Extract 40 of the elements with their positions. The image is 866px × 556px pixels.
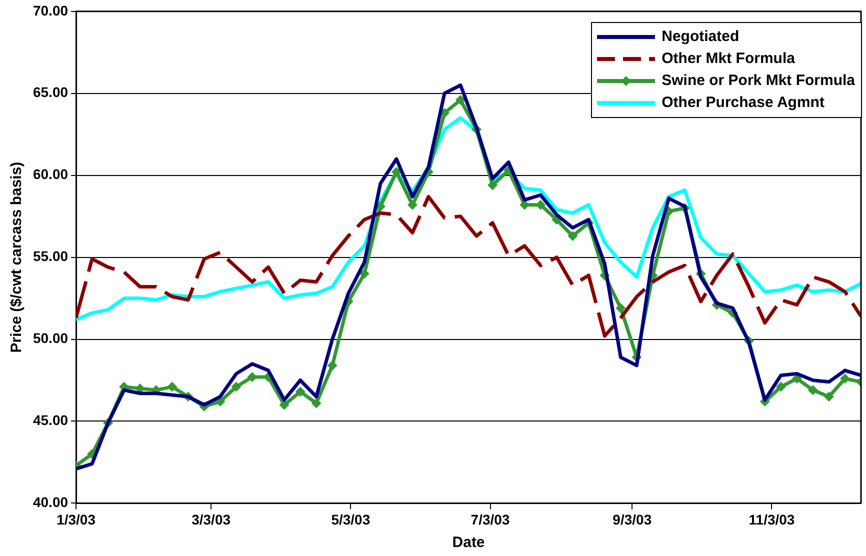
point — [824, 392, 834, 402]
point — [536, 200, 546, 210]
point — [167, 382, 178, 392]
legend-label: Other Purchase Agmnt — [662, 94, 824, 111]
x-axis-title: Date — [452, 534, 485, 552]
legend-label: Negotiated — [662, 28, 740, 45]
y-axis-title: Price ($/cwt carcass basis) — [8, 162, 26, 353]
y-tick-label: 70.00 — [32, 2, 68, 18]
y-tick-label: 40.00 — [32, 494, 68, 510]
x-tick-label: 5/3/03 — [331, 511, 370, 528]
x-tick-label: 7/3/03 — [470, 511, 510, 528]
x-tick-label: 11/3/03 — [748, 511, 795, 528]
point — [808, 385, 818, 396]
point — [840, 374, 850, 384]
point — [520, 200, 530, 210]
point — [488, 180, 498, 190]
point — [407, 200, 418, 210]
point — [327, 360, 338, 370]
x-tick-label: 3/3/03 — [192, 511, 231, 528]
point — [776, 382, 786, 392]
legend-label: Swine or Pork Mkt Formula — [662, 72, 855, 89]
y-tick-label: 60.00 — [32, 166, 68, 182]
point — [295, 386, 306, 397]
point — [311, 398, 322, 408]
legend-label: Other Mkt Formula — [662, 50, 795, 67]
y-tick-label: 45.00 — [32, 412, 68, 428]
point — [456, 94, 466, 105]
y-tick-label: 65.00 — [32, 84, 68, 100]
point — [135, 383, 146, 394]
point — [279, 400, 290, 410]
point — [247, 372, 258, 382]
y-tick-label: 55.00 — [32, 248, 68, 264]
point — [568, 230, 578, 241]
point — [391, 167, 402, 178]
x-tick-label: 9/3/03 — [612, 511, 652, 528]
y-tick-label: 50.00 — [32, 330, 68, 346]
point — [231, 382, 242, 392]
point — [616, 303, 626, 314]
x-tick-label: 1/3/03 — [56, 511, 96, 528]
point — [359, 268, 370, 279]
